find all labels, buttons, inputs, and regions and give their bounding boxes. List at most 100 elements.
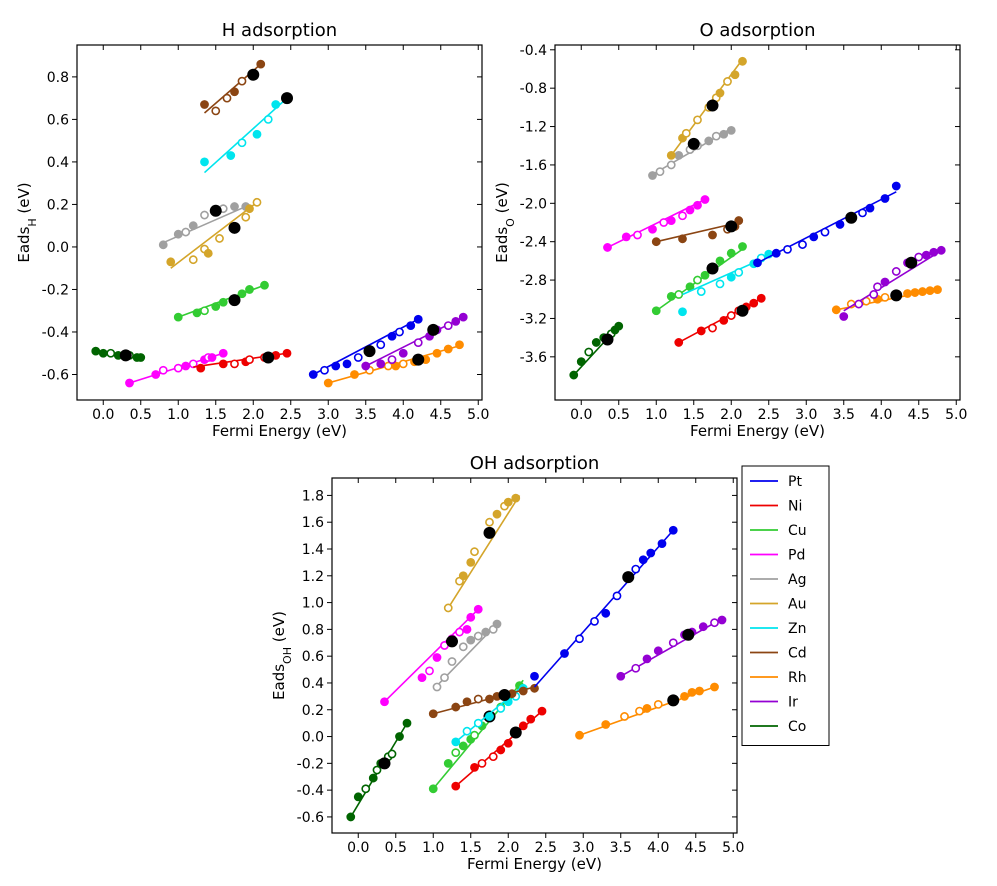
reference-point-rh (667, 694, 680, 707)
point-ag (674, 150, 684, 160)
point-co (402, 718, 412, 728)
point-ni (756, 293, 766, 303)
point-pt (891, 181, 901, 191)
point-pt (865, 203, 875, 213)
x-tick-label: 3.5 (610, 840, 632, 856)
point-rh (620, 712, 629, 721)
point-ir (451, 316, 461, 326)
reference-point-pt (845, 211, 858, 224)
point-pt (387, 331, 397, 341)
point-ni (282, 348, 292, 358)
x-tick-label: 1.0 (422, 840, 444, 856)
point-ni (503, 738, 513, 748)
point-zn (451, 737, 461, 747)
y-tick-label: 0.4 (302, 676, 324, 692)
point-pd (648, 224, 657, 234)
reference-point-pt (363, 345, 376, 358)
point-pt (668, 525, 678, 535)
legend-label-ag: Ag (788, 572, 806, 588)
point-ir (854, 299, 864, 309)
point-au (730, 70, 740, 80)
point-ir (839, 312, 849, 321)
point-cu (700, 270, 710, 280)
point-ni (218, 359, 228, 369)
point-ag (188, 221, 198, 231)
point-ni (245, 355, 254, 365)
point-cu (451, 748, 461, 758)
point-pd (417, 673, 427, 683)
point-rh (653, 699, 663, 709)
legend-label-ir: Ir (788, 695, 798, 711)
point-rh (687, 687, 697, 697)
y-tick-label: -0.6 (42, 367, 69, 383)
point-rh (910, 288, 920, 297)
point-co (387, 749, 397, 759)
point-pt (413, 314, 423, 324)
point-cd (222, 93, 232, 103)
y-tick-label: -0.8 (520, 81, 547, 97)
point-zn (726, 272, 736, 282)
point-co (136, 353, 146, 362)
point-au (485, 517, 494, 527)
point-cd (237, 76, 247, 86)
reference-point-pt (622, 571, 635, 584)
point-ag (200, 210, 209, 220)
point-zn (237, 138, 247, 148)
point-pd (693, 200, 702, 210)
reference-point-ni (509, 726, 522, 739)
point-co (353, 792, 363, 802)
point-au (723, 77, 732, 86)
y-tick-label: 0.4 (47, 155, 69, 171)
point-zn (226, 151, 236, 160)
y-axis-label-unit: (eV) (493, 182, 511, 218)
data-layer (569, 56, 946, 380)
point-ir (668, 638, 678, 648)
point-pt (560, 649, 569, 658)
reference-point-rh (412, 353, 425, 366)
x-tick-label: 1.0 (167, 407, 189, 423)
point-cu (738, 242, 747, 251)
point-ni (518, 721, 528, 731)
point-au (681, 128, 691, 138)
point-ir (717, 615, 727, 625)
chart-title: OH adsorption (470, 453, 600, 474)
x-axis-label: Fermi Energy (eV) (212, 422, 347, 440)
y-tick-label: 0.6 (47, 112, 69, 128)
point-pt (820, 227, 830, 237)
point-cd (651, 237, 661, 247)
point-ir (458, 312, 468, 322)
x-tick-label: 4.5 (685, 840, 707, 856)
point-ir (869, 290, 879, 299)
point-pd (218, 348, 228, 358)
point-cd (451, 702, 461, 712)
point-au (715, 88, 725, 98)
point-ni (726, 311, 736, 320)
point-pd (181, 361, 191, 371)
fit-line-pt (757, 191, 897, 264)
point-zn (485, 712, 494, 721)
point-au (443, 603, 453, 613)
x-tick-label: 4.0 (647, 840, 669, 856)
point-zn (252, 129, 262, 139)
point-ni (470, 762, 479, 772)
point-cu (443, 758, 453, 768)
y-axis-label-unit: (eV) (15, 182, 33, 218)
point-rh (601, 720, 611, 729)
y-tick-label: 0.6 (302, 649, 324, 665)
point-rh (398, 359, 408, 369)
point-ir (376, 359, 386, 369)
point-pt (798, 240, 807, 249)
point-rh (933, 285, 942, 295)
fit-line-zn (203, 97, 288, 174)
point-pd (462, 624, 472, 634)
point-cu (428, 784, 438, 794)
point-ir (653, 646, 663, 656)
x-tick-label: 3.0 (317, 407, 339, 423)
point-rh (918, 287, 927, 296)
point-pt (376, 340, 386, 350)
reference-point-rh (890, 289, 903, 302)
chart-title: O adsorption (699, 20, 815, 41)
point-cu (674, 290, 684, 299)
reference-point-co (601, 333, 614, 346)
point-zn (678, 307, 687, 317)
